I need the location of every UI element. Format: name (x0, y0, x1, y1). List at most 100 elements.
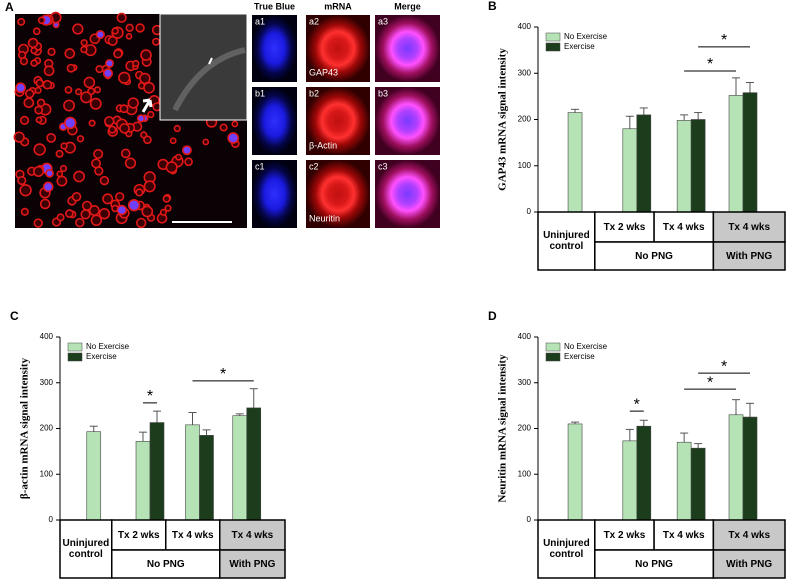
cell (83, 76, 96, 89)
table-cell (712, 241, 786, 271)
cell (102, 68, 114, 79)
table-cell-text: Tx 4 wks (171, 529, 214, 541)
cell (23, 97, 35, 109)
cell (33, 165, 45, 178)
cell (71, 191, 82, 202)
panel-label: D (488, 309, 497, 323)
y-tick-label: 100 (40, 469, 54, 478)
cell-text: No PNG (146, 558, 185, 570)
cell (132, 59, 140, 68)
table-cell-text: Uninjured control (543, 538, 590, 560)
cell (80, 39, 88, 47)
bar (728, 95, 744, 213)
bar (622, 128, 638, 213)
y-tick-label: 200 (518, 424, 532, 433)
cell (113, 49, 123, 59)
cell (127, 199, 141, 212)
table-cell (59, 519, 113, 579)
significance-star: * (220, 366, 226, 383)
cell (34, 86, 42, 94)
cell-text: With PNG (726, 558, 773, 570)
bar (135, 441, 151, 521)
cell (124, 157, 137, 169)
y-tick-label: 100 (518, 469, 532, 478)
cell (46, 132, 57, 143)
cell (90, 214, 103, 227)
cell-text: No PNG (635, 558, 673, 570)
cell (30, 59, 38, 67)
cell (63, 116, 77, 130)
cell (75, 217, 85, 228)
bar (676, 120, 692, 213)
table-cell (712, 211, 786, 243)
cell (35, 116, 43, 124)
y-axis-label: Neuritin mRNA signal intensity (497, 354, 509, 503)
micrograph (252, 87, 297, 155)
cell (116, 204, 128, 216)
micrograph (252, 160, 297, 228)
cell (33, 143, 46, 156)
cell (56, 213, 65, 222)
cell (59, 164, 68, 173)
legend-swatch (67, 352, 83, 362)
cell-text: Tx 4 wks (728, 529, 771, 541)
cell (19, 57, 29, 66)
micrograph (375, 15, 440, 82)
cell (47, 47, 56, 56)
cell (125, 23, 134, 32)
significance-star: * (721, 358, 727, 375)
y-tick-label: 0 (49, 515, 54, 524)
cell (72, 23, 84, 35)
cell (19, 115, 30, 125)
legend-label: Exercise (564, 42, 595, 51)
bar (199, 435, 214, 521)
table-cell (537, 519, 596, 579)
cell (55, 149, 64, 158)
cell (35, 78, 44, 88)
cell (91, 158, 102, 169)
bar (742, 416, 758, 521)
cell (43, 65, 55, 77)
cell (93, 86, 102, 94)
bar (622, 440, 638, 521)
cell (159, 208, 167, 216)
cell (139, 72, 151, 85)
cell (75, 88, 83, 96)
legend-label: Exercise (86, 352, 117, 361)
cell (30, 47, 38, 55)
legend-label: No Exercise (564, 32, 608, 41)
cell (141, 205, 154, 218)
cell-text: Tx 4 wks (171, 529, 214, 541)
table-cell-text: Tx 4 wks (728, 221, 771, 233)
cell (135, 188, 144, 197)
table-cell-text: With PNG (726, 558, 773, 570)
tile-label: c3 (378, 161, 388, 171)
cell (162, 194, 171, 203)
column-header: mRNA (324, 1, 352, 11)
micrograph (306, 160, 370, 228)
y-tick-label: 300 (518, 68, 532, 77)
panel-label: B (488, 0, 497, 13)
table-cell-text: No PNG (635, 558, 673, 570)
cell (32, 27, 41, 36)
cell (111, 27, 119, 35)
cell (135, 217, 147, 229)
cell-text: Tx 4 wks (662, 221, 705, 233)
cell (36, 98, 46, 108)
cell (116, 12, 127, 23)
y-tick-label: 0 (527, 515, 532, 524)
cell (65, 209, 74, 218)
bar (567, 423, 583, 521)
cell (56, 170, 64, 178)
cell (64, 48, 76, 59)
cell (19, 184, 32, 197)
cell (88, 119, 96, 127)
gene-label: GAP43 (309, 67, 338, 77)
cell (169, 137, 177, 145)
y-tick-label: 300 (40, 378, 54, 387)
bar (636, 114, 652, 213)
cell-text: Tx 4 wks (728, 221, 771, 233)
legend-label: No Exercise (564, 342, 608, 351)
cell (136, 114, 146, 123)
